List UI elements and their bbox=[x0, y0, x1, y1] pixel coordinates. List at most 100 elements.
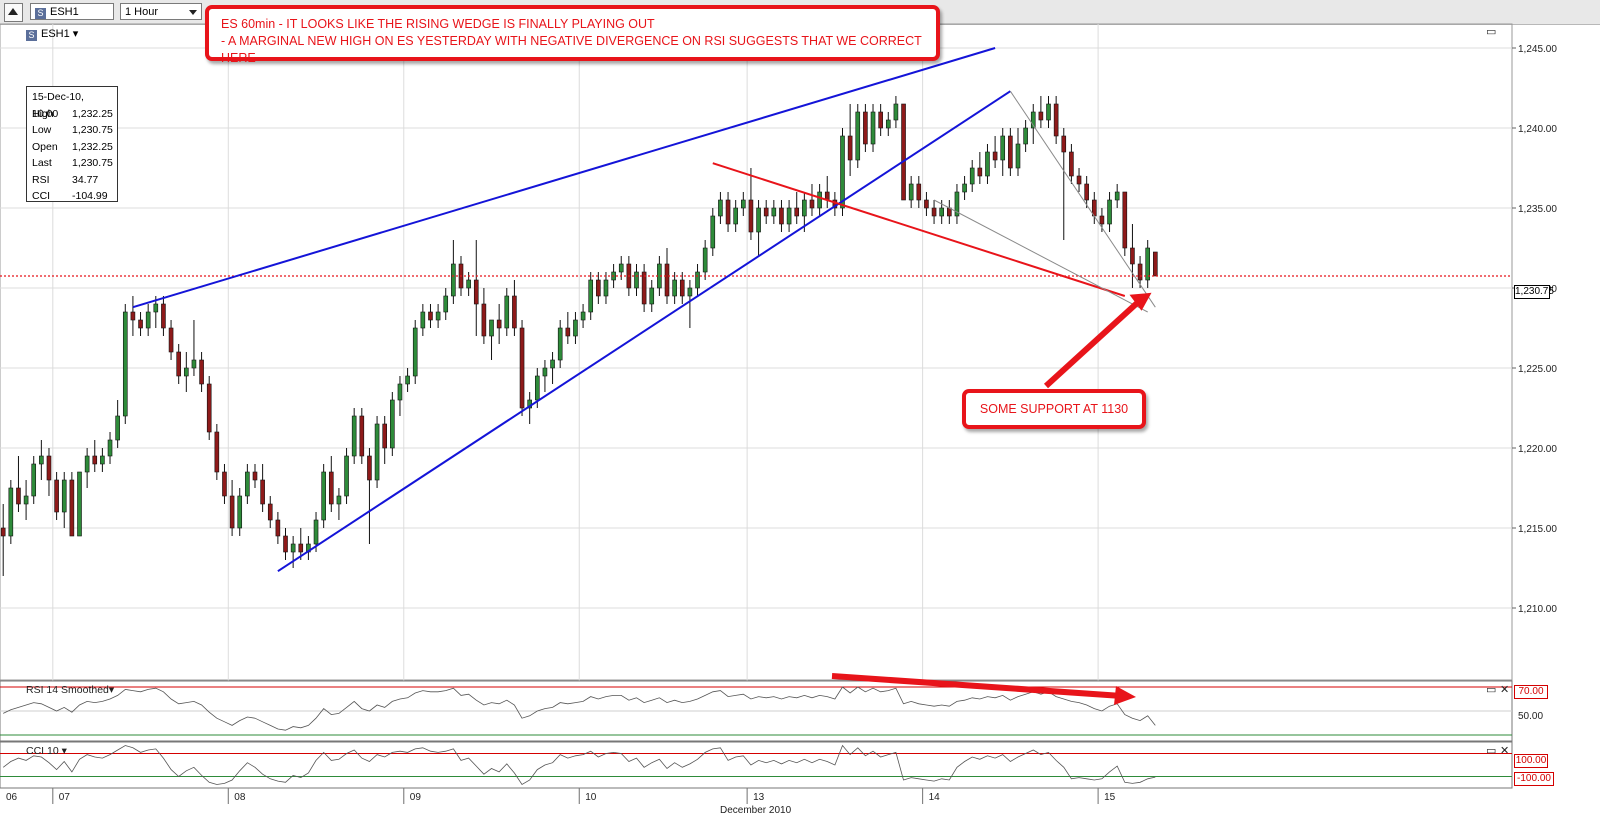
ohlc-label: RSI bbox=[32, 173, 50, 186]
gray-trendline bbox=[933, 199, 1148, 313]
candle-body bbox=[603, 279, 609, 297]
interval-select-value: 1 Hour bbox=[125, 6, 159, 18]
candle bbox=[725, 192, 731, 232]
candle-body bbox=[351, 415, 357, 457]
candle bbox=[603, 272, 609, 304]
candle bbox=[901, 103, 906, 201]
symbol-icon: S bbox=[26, 30, 37, 41]
candle-body bbox=[54, 479, 59, 513]
candle bbox=[100, 448, 105, 472]
ohlc-value: 1,232.25 bbox=[72, 107, 113, 120]
x-tick-label: 09 bbox=[410, 792, 422, 803]
candle bbox=[229, 480, 235, 536]
candle bbox=[84, 448, 90, 488]
interval-select[interactable]: 1 Hour bbox=[120, 3, 202, 20]
collapse-button[interactable] bbox=[4, 3, 23, 22]
candle bbox=[16, 456, 21, 512]
candle bbox=[122, 304, 128, 424]
candle bbox=[237, 488, 243, 536]
candle bbox=[710, 208, 716, 256]
x-tick-label: 08 bbox=[234, 792, 246, 803]
candle-body bbox=[46, 455, 52, 481]
candle-body bbox=[489, 319, 494, 337]
close-icon[interactable]: ✕ bbox=[1500, 684, 1510, 696]
gray-trendline bbox=[1009, 90, 1156, 308]
candle-body bbox=[435, 311, 441, 321]
candle-body bbox=[916, 183, 922, 201]
x-tick-label: 06 bbox=[6, 792, 18, 803]
candle bbox=[46, 448, 52, 496]
title-annotation-line-1: ES 60min - IT LOOKS LIKE THE RISING WEDG… bbox=[221, 17, 655, 31]
candle-body bbox=[100, 455, 105, 465]
candle bbox=[222, 464, 227, 504]
candle-body bbox=[771, 207, 777, 217]
candle bbox=[473, 240, 479, 336]
cci-panel-title[interactable]: CCI 10 ▾ bbox=[26, 745, 67, 757]
chevron-down-icon bbox=[189, 10, 197, 15]
candle-body bbox=[992, 151, 998, 161]
candle bbox=[145, 304, 151, 336]
candle bbox=[565, 312, 571, 344]
candle bbox=[557, 320, 563, 368]
candle bbox=[947, 200, 952, 224]
candle bbox=[962, 176, 967, 200]
maximize-icon[interactable]: ▭ bbox=[1486, 684, 1497, 696]
candle bbox=[1061, 128, 1067, 240]
candle bbox=[451, 240, 456, 304]
candle-body bbox=[130, 311, 136, 321]
candle bbox=[786, 200, 792, 232]
candle-body bbox=[908, 183, 914, 201]
candle-body bbox=[962, 183, 967, 193]
candle-body bbox=[344, 455, 349, 497]
candle bbox=[252, 464, 258, 488]
candle-body bbox=[802, 199, 807, 217]
candle-body bbox=[710, 215, 716, 249]
candle bbox=[1046, 96, 1051, 128]
candle-body bbox=[1145, 247, 1150, 281]
candles bbox=[0, 96, 1158, 576]
candle bbox=[931, 200, 937, 224]
candle-body bbox=[885, 119, 891, 129]
candle bbox=[977, 152, 983, 184]
candle-body bbox=[412, 327, 418, 377]
symbol-icon: S bbox=[35, 8, 46, 19]
candle-body bbox=[817, 191, 822, 209]
ohlc-label: Open bbox=[32, 140, 58, 153]
candle-body bbox=[283, 535, 288, 553]
candle bbox=[695, 264, 700, 296]
candle bbox=[405, 368, 410, 392]
candle-body bbox=[405, 375, 410, 385]
maximize-icon[interactable]: ▭ bbox=[1486, 745, 1497, 757]
candle bbox=[260, 464, 265, 512]
ohlc-row: Open 1,232.25 bbox=[32, 139, 113, 156]
candle bbox=[1084, 176, 1089, 208]
symbol-input[interactable]: S ESH1 bbox=[30, 3, 114, 20]
candle bbox=[763, 200, 769, 224]
candle-body bbox=[550, 359, 555, 369]
candle bbox=[1069, 144, 1074, 184]
candle-body bbox=[290, 543, 296, 553]
candle-body bbox=[725, 199, 731, 225]
rsi-level-badge: 70.00 bbox=[1514, 685, 1548, 699]
candle-body bbox=[367, 455, 372, 481]
rsi-panel-title[interactable]: RSI 14 Smoothed▾ bbox=[26, 684, 114, 696]
candle-body bbox=[199, 359, 204, 385]
candle-body bbox=[779, 207, 784, 225]
candle-body bbox=[985, 151, 990, 177]
candle-body bbox=[313, 519, 319, 545]
candle bbox=[184, 352, 189, 392]
triangle-up-icon bbox=[8, 8, 18, 15]
candle bbox=[107, 432, 113, 464]
x-axis-title: December 2010 bbox=[720, 805, 792, 816]
close-icon[interactable]: ✕ bbox=[1500, 745, 1510, 757]
candle-body bbox=[92, 455, 98, 465]
candle bbox=[847, 104, 853, 176]
candle-body bbox=[863, 111, 868, 145]
candle bbox=[412, 320, 418, 384]
candle bbox=[824, 176, 830, 208]
maximize-icon[interactable]: ▭ bbox=[1486, 26, 1497, 38]
candle bbox=[794, 192, 800, 224]
candle-body bbox=[634, 271, 639, 289]
chart-legend-symbol[interactable]: S ESH1 ▾ bbox=[26, 27, 78, 41]
candle-body bbox=[382, 423, 388, 449]
